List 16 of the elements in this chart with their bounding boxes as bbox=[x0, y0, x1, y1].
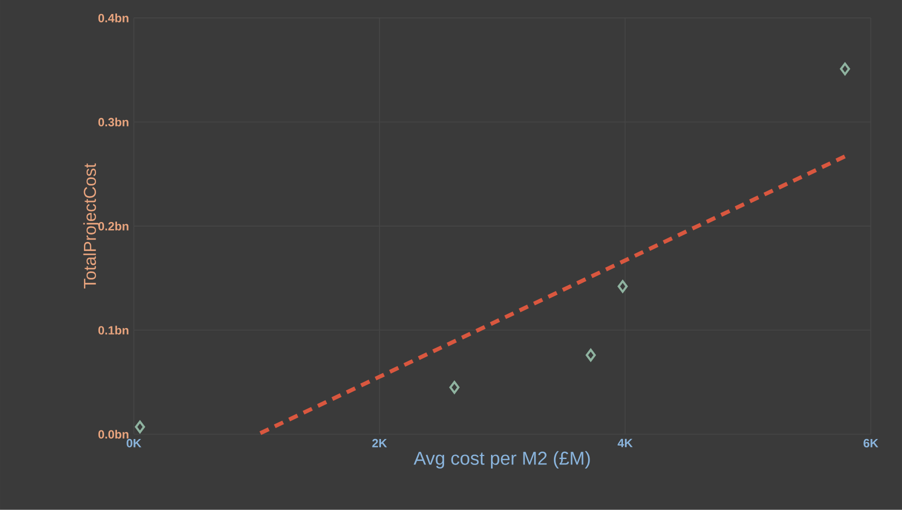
x-tick-label: 6K bbox=[864, 438, 878, 448]
point bbox=[586, 348, 596, 362]
y-tick-label: 0.2bn bbox=[98, 222, 128, 231]
y-tick-label: 0.3bn bbox=[98, 118, 128, 126]
point bbox=[840, 62, 850, 76]
y-axis-title: TotalProjectCost bbox=[83, 163, 100, 289]
x-axis-title: Avg cost per M2 (£M) bbox=[414, 451, 590, 469]
y-tick-label: 0.4bn bbox=[98, 14, 128, 22]
y-tick-label: 0.1bn bbox=[98, 326, 128, 335]
point bbox=[134, 420, 146, 434]
x-tick-label: 2K bbox=[372, 438, 388, 448]
x-tick-label: 4K bbox=[618, 438, 633, 448]
point bbox=[618, 280, 628, 293]
y-tick-label: 0.0bn bbox=[98, 430, 128, 439]
point bbox=[449, 381, 460, 394]
x-tick-label: 0K bbox=[126, 438, 142, 448]
